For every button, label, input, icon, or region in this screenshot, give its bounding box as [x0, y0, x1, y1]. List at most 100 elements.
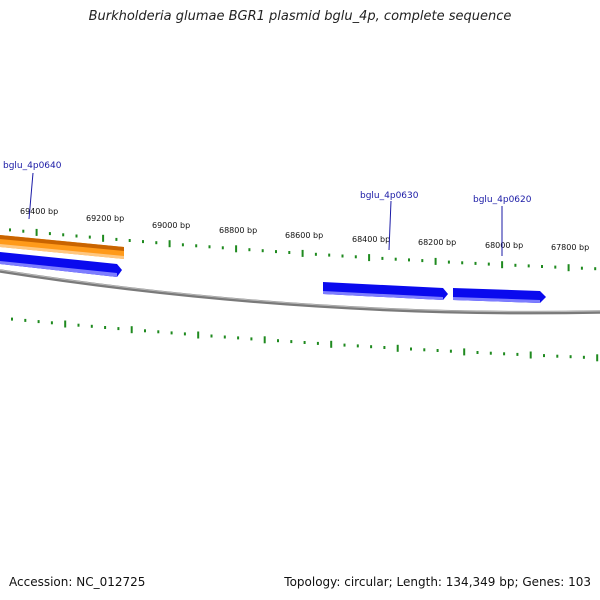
minor-tick [277, 339, 279, 343]
minor-tick [503, 352, 506, 356]
minor-tick [170, 331, 173, 335]
minor-tick [155, 241, 158, 245]
tick-label: 69400 bp [20, 207, 58, 216]
major-tick [130, 326, 133, 334]
gene-feature-blue[interactable] [0, 252, 122, 277]
minor-tick [516, 352, 519, 356]
minor-tick [75, 234, 78, 238]
gene-label-bglu-4p0630[interactable]: bglu_4p0630 [360, 191, 419, 201]
minor-tick [24, 318, 27, 322]
minor-tick [50, 321, 53, 325]
minor-tick [275, 250, 277, 254]
gene-leader-line [28, 172, 34, 220]
minor-tick [90, 324, 93, 328]
minor-tick [88, 235, 91, 239]
tick-label: 69200 bp [86, 214, 124, 223]
minor-tick [9, 228, 11, 232]
minor-tick [248, 248, 251, 252]
gene-feature-orange[interactable] [0, 235, 124, 259]
minor-tick [181, 243, 184, 247]
gene-feature-bglu-4p0630[interactable] [323, 282, 448, 300]
minor-tick [37, 320, 40, 324]
gene-feature-bglu-4p0620[interactable] [453, 288, 546, 303]
minor-tick [195, 244, 198, 248]
major-tick [301, 249, 304, 257]
tick-label: 67800 bp [551, 243, 589, 252]
minor-tick [421, 259, 424, 263]
major-tick [197, 331, 200, 339]
minor-tick [370, 345, 373, 349]
minor-tick [474, 261, 477, 265]
minor-tick [22, 229, 25, 233]
minor-tick [157, 330, 160, 334]
plasmid-backbone [0, 269, 600, 315]
major-tick [263, 336, 266, 344]
minor-tick [290, 340, 293, 344]
minor-tick [208, 245, 211, 249]
minor-tick [423, 348, 426, 352]
minor-tick [62, 233, 65, 237]
minor-tick [223, 335, 226, 339]
minor-tick [303, 341, 306, 344]
major-tick [330, 340, 333, 348]
minor-tick [288, 251, 291, 254]
minor-tick [514, 263, 517, 267]
minor-tick [408, 258, 410, 262]
tick-label: 68800 bp [219, 226, 257, 235]
minor-tick [183, 332, 186, 336]
major-tick [35, 228, 38, 236]
major-tick [596, 354, 599, 362]
minor-tick [261, 249, 264, 253]
major-tick [102, 234, 105, 242]
major-tick [64, 320, 67, 328]
gene-label-bglu-4p0640[interactable]: bglu_4p0640 [3, 161, 62, 171]
minor-tick [48, 232, 51, 236]
minor-tick [328, 253, 331, 257]
minor-tick [394, 257, 397, 261]
major-tick [501, 261, 504, 269]
minor-tick [410, 347, 412, 351]
minor-tick [527, 264, 530, 268]
major-tick [567, 264, 570, 272]
minor-tick [117, 327, 120, 331]
minor-tick [582, 355, 585, 359]
minor-tick [461, 261, 464, 265]
minor-tick [541, 265, 543, 268]
minor-tick [594, 267, 597, 271]
minor-tick [381, 256, 384, 260]
minor-tick [449, 349, 452, 353]
major-tick [396, 344, 399, 352]
tick-label: 68200 bp [418, 238, 456, 247]
minor-tick [77, 323, 80, 327]
accession-text: Accession: NC_012725 [9, 575, 146, 589]
minor-tick [554, 265, 557, 269]
minor-tick [221, 246, 224, 250]
minor-tick [476, 351, 479, 354]
minor-tick [144, 329, 146, 333]
minor-tick [354, 255, 357, 259]
outer-tick-ruler [9, 228, 597, 272]
minor-tick [142, 240, 144, 244]
map-title: Burkholderia glumae BGR1 plasmid bglu_4p… [88, 9, 512, 24]
minor-tick [569, 355, 572, 359]
major-tick [434, 257, 437, 265]
minor-tick [104, 326, 107, 329]
minor-tick [556, 354, 559, 358]
tick-label: 68000 bp [485, 241, 523, 250]
minor-tick [447, 260, 450, 264]
minor-tick [237, 336, 240, 340]
minor-tick [487, 262, 490, 266]
inner-tick-ruler [11, 317, 599, 362]
minor-tick [250, 337, 253, 341]
minor-tick [580, 266, 583, 270]
gene-label-bglu-4p0620[interactable]: bglu_4p0620 [473, 195, 532, 205]
minor-tick [356, 344, 359, 348]
major-tick [368, 254, 371, 262]
tick-label: 68400 bp [352, 235, 390, 244]
minor-tick [341, 254, 344, 258]
major-tick [463, 348, 466, 356]
minor-tick [115, 237, 118, 241]
gene-leader-line [388, 200, 392, 251]
topology-summary-text: Topology: circular; Length: 134,349 bp; … [284, 575, 591, 589]
